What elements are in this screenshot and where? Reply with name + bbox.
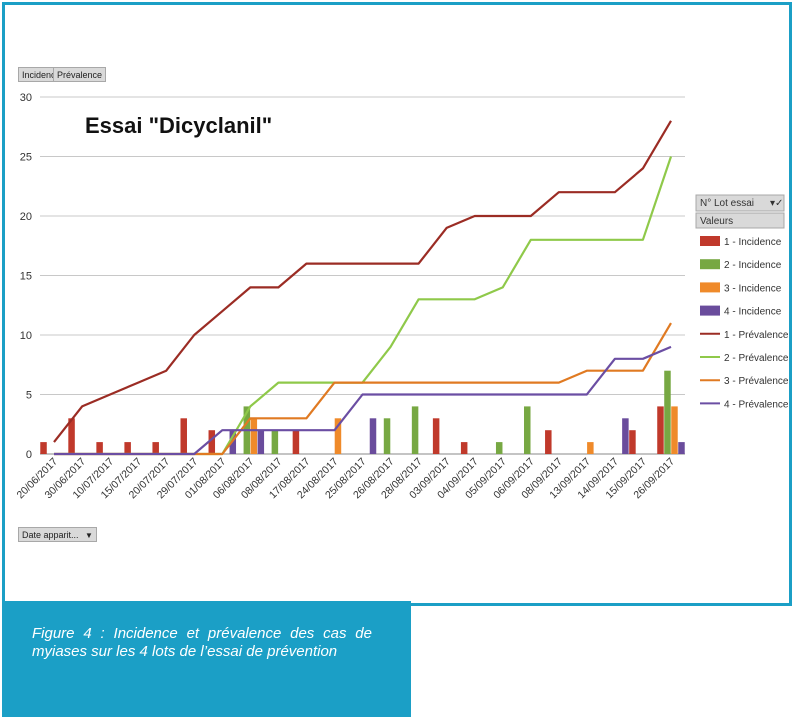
bars [40,370,685,454]
bar [152,442,159,454]
legend-label: 1 - Incidence [724,237,782,248]
bar [369,418,377,454]
grid [40,96,685,455]
y-axis: 0 5 10 15 20 25 30 [20,92,32,461]
legend-label: 2 - Prévalence [724,353,789,364]
x-axis: 20/06/201730/06/201710/07/201715/07/2017… [14,456,677,502]
legend-header-box[interactable] [695,194,785,212]
y-tick-label: 0 [26,449,32,461]
y-tick-label: 5 [26,390,32,402]
legend-filter-icon[interactable]: ▾✓ [770,198,783,209]
bar [460,442,468,454]
legend-header[interactable]: N° Lot essai [700,198,754,209]
series-line [53,120,672,443]
legend-label: 2 - Incidence [724,260,782,271]
bar [678,442,685,454]
legend-swatch [700,236,720,246]
bar [587,442,594,454]
legend-swatch [700,305,720,316]
legend: N° Lot essai ▾✓ Valeurs 1 - Incidence 2 -… [695,194,789,410]
figure-caption: Figure 4 : Incidence et prévalence des c… [32,625,372,660]
legend-label: 4 - Prévalence [724,399,789,410]
axis-field-button[interactable]: Date apparit... ▼ [18,527,97,542]
y-tick-label: 20 [20,211,32,223]
chart-title: Essai "Dicyclanil" [85,113,272,138]
chart-frame [2,2,792,606]
bar [40,442,47,454]
caption-box: Figure 4 : Incidence et prévalence des c… [2,601,411,717]
dropdown-icon: ▼ [85,531,93,540]
legend-item: 4 - Incidence [700,305,782,318]
bar [671,406,678,454]
legend-item: 1 - Prévalence [700,330,789,341]
legend-label: 1 - Prévalence [724,330,789,341]
bar [68,418,75,454]
bar [664,370,671,454]
legend-item: 1 - Incidence [700,236,782,248]
axis-field-label: Date apparit... [22,530,79,540]
bar [250,418,258,454]
bar [622,418,629,454]
bar [271,430,279,454]
series-line [54,156,673,456]
bar [629,430,636,454]
legend-label: 3 - Incidence [724,283,782,294]
bar [257,430,265,454]
bar [292,430,300,454]
legend-values: Valeurs [700,216,733,227]
bar [524,406,531,454]
legend-swatch [700,282,720,293]
legend-item: 3 - Prévalence [700,376,789,387]
bar [334,418,342,454]
bar [495,442,503,454]
series-line [54,345,672,456]
legend-item: 4 - Prévalence [700,399,789,410]
series-line [54,322,672,456]
legend-item: 2 - Prévalence [700,353,789,364]
legend-label: 4 - Incidence [724,307,782,318]
bar [383,418,391,454]
bar [124,442,131,454]
y-tick-label: 30 [20,92,32,104]
y-tick-label: 10 [20,330,32,342]
bar [432,418,440,454]
bar [411,406,419,454]
bar [180,418,187,454]
legend-label: 3 - Prévalence [724,376,789,387]
legend-item: 2 - Incidence [700,259,782,271]
pivot-field-prevalence-button[interactable]: Prévalence [53,67,107,82]
bar [208,430,216,454]
bar [657,406,664,454]
bar [545,430,552,454]
legend-item: 3 - Incidence [700,282,782,294]
chart: 0 5 10 15 20 25 30 20/06/201730/06/201710/07/2… [14,92,789,502]
lines [53,120,673,456]
y-tick-label: 15 [20,271,32,283]
bar [96,442,103,454]
legend-values-box [695,212,785,229]
legend-swatch [700,259,720,270]
y-tick-label: 25 [20,152,32,164]
